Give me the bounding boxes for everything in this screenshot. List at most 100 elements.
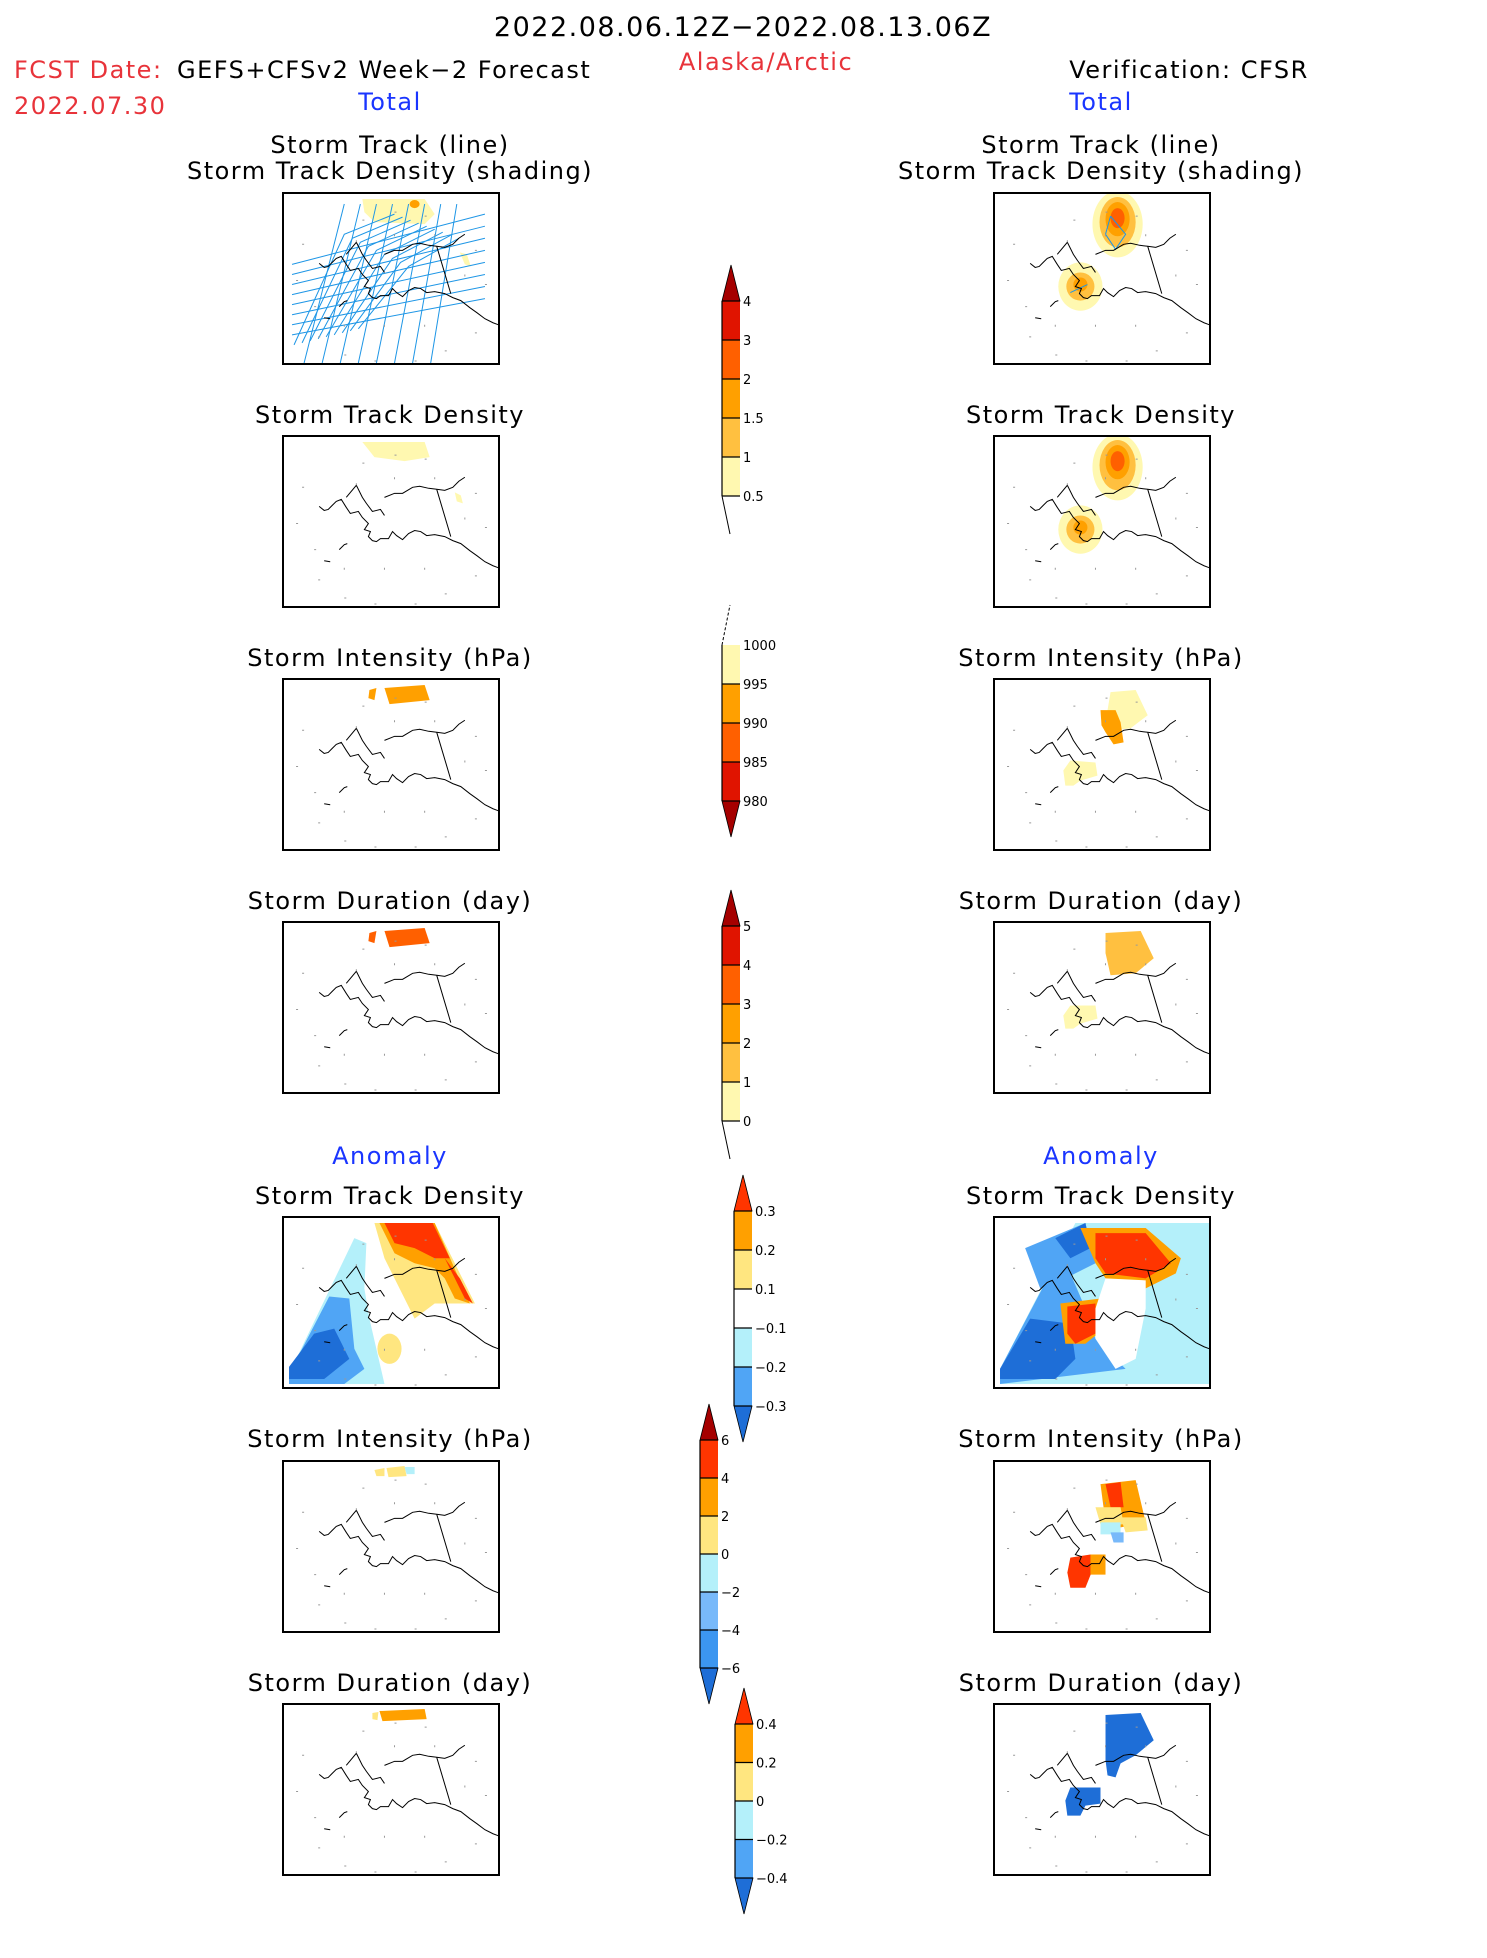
storm-track-line (291, 249, 486, 296)
colorbar-tick-label: 3 (743, 998, 751, 1013)
map-fcst-track (282, 192, 500, 365)
map-svg (1007, 194, 1209, 362)
storm-track-line (309, 219, 411, 342)
colorbar-tick-label: 995 (743, 678, 768, 693)
verification-title: Verification: CFSR (1069, 56, 1309, 84)
shading-region (1073, 520, 1088, 535)
colorbar-segment (734, 1250, 752, 1289)
shading-region (1095, 1507, 1124, 1525)
total-label-right: Total (1069, 88, 1133, 116)
shading-region (1120, 1517, 1148, 1533)
colorbar-segment (735, 1762, 753, 1801)
storm-track-line (430, 203, 458, 363)
shading-region (372, 1712, 379, 1721)
colorbar-svg: 4 3 2 1.5 1 0.5 (721, 264, 764, 535)
storm-track-line (291, 213, 486, 265)
map-svg (1007, 931, 1209, 1091)
storm-track-line (291, 237, 486, 286)
colorbar-tick-label: −0.2 (756, 1834, 788, 1849)
colorbar-tick-label: 0.4 (756, 1718, 777, 1733)
colorbar-tick-label: 1.5 (743, 412, 764, 427)
map-ver-anom-duration (993, 1703, 1211, 1876)
colorbar-svg: 6 4 2 0 −2 −4 −6 (699, 1403, 740, 1705)
colorbar-tick-label: −6 (721, 1662, 740, 1677)
graticule-marks (296, 1235, 487, 1386)
graticule-marks (296, 454, 487, 605)
graticule-marks (296, 1479, 487, 1630)
period-title: 2022.08.06.12Z−2022.08.13.06Z (493, 12, 993, 43)
colorbar-svg: 1000 995 990 985 980 (721, 604, 776, 838)
shading-region (1105, 1482, 1124, 1508)
shading-region (409, 200, 420, 209)
title-density-left: Storm Track Density (255, 401, 525, 429)
map-ver-density (993, 435, 1211, 608)
colorbar-tick-label: 4 (743, 959, 751, 974)
shading-region (374, 1468, 385, 1477)
title-anom-density-right: Storm Track Density (966, 1182, 1236, 1210)
colorbar-tick-label: 0.2 (756, 1757, 777, 1772)
colorbar-segment (722, 1043, 740, 1082)
storm-track-line (321, 203, 361, 363)
shading-region (1065, 1787, 1101, 1816)
map-svg (1000, 1223, 1209, 1386)
storm-track-line (325, 225, 427, 338)
colorbar-segment (722, 418, 740, 457)
shading-region (1105, 931, 1154, 976)
shading-region (377, 1333, 402, 1364)
colorbar-tick-label: 2 (743, 1037, 751, 1052)
colorbar-segment (722, 457, 740, 496)
colorbar-tick-label: −0.4 (756, 1872, 788, 1887)
coastline (1029, 233, 1209, 326)
colorbar-duration: 5 4 3 2 1 0 (721, 889, 812, 1165)
colorbar-tail (721, 1120, 731, 1160)
colorbar-segment (722, 762, 740, 801)
colorbar-arrow-top (733, 1174, 753, 1212)
coastline (1029, 962, 1209, 1055)
colorbar-arrow-bottom (699, 1667, 719, 1705)
colorbar-segment (722, 684, 740, 723)
model-title: GEFS+CFSv2 Week−2 Forecast (177, 56, 592, 84)
map-ver-intensity (993, 678, 1211, 851)
map-ver-anom-intensity (993, 1460, 1211, 1633)
colorbar-density: 4 3 2 1.5 1 0.5 (721, 264, 812, 540)
coastline (318, 1744, 498, 1837)
coastline (318, 962, 498, 1055)
colorbar-segment (734, 1367, 752, 1406)
coastline (1029, 1257, 1209, 1350)
shading-region (444, 1258, 473, 1304)
storm-track-line (357, 203, 393, 363)
colorbar-tick-label: 1 (743, 1076, 751, 1091)
colorbar-tick-label: 4 (743, 295, 751, 310)
shading-region (384, 928, 430, 948)
colorbar-tick-label: 0.3 (755, 1205, 776, 1220)
colorbar-arrow-bottom (734, 1877, 754, 1915)
storm-track-line (1070, 284, 1088, 294)
colorbar-tick-label: 0 (743, 1115, 751, 1130)
map-svg (296, 928, 498, 1091)
colorbar-segment (735, 1839, 753, 1878)
colorbar-tick-label: 2 (721, 1510, 729, 1525)
map-svg (1007, 1479, 1209, 1630)
anomaly-label-right: Anomaly (1043, 1142, 1159, 1170)
shading-region (289, 1328, 350, 1379)
shading-region (362, 442, 430, 462)
shading-region (1055, 1223, 1091, 1259)
colorbar-segment (735, 1724, 753, 1763)
colorbar-tick-label: −0.3 (755, 1400, 787, 1415)
colorbar-segment (722, 645, 740, 684)
shading-region (1110, 208, 1125, 229)
colorbar-segment (700, 1592, 718, 1630)
colorbar-segment (722, 379, 740, 418)
colorbar-tick-label: 3 (743, 334, 751, 349)
map-ver-duration (993, 921, 1211, 1094)
colorbar-segment (734, 1328, 752, 1367)
shading-region (386, 1466, 407, 1478)
shading-region (1073, 277, 1088, 292)
map-svg (289, 1223, 498, 1386)
map-fcst-anom-density (282, 1216, 500, 1389)
storm-track-line (291, 261, 486, 306)
colorbar-segment (700, 1630, 718, 1668)
shading-region (404, 1467, 415, 1475)
shading-region (1110, 451, 1125, 472)
map-fcst-duration (282, 921, 500, 1094)
